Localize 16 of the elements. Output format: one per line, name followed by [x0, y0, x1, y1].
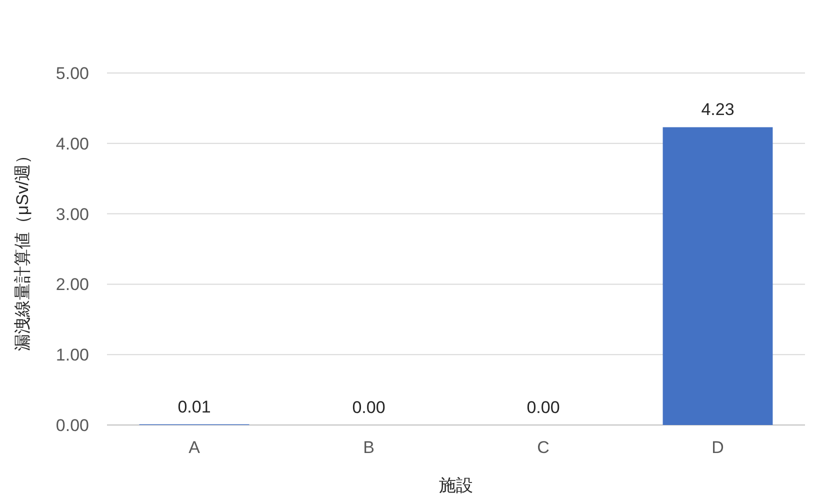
x-tick-label: A — [188, 438, 201, 457]
x-tick-label: B — [363, 438, 374, 457]
y-tick-label: 5.00 — [56, 64, 89, 83]
x-tick-label: D — [712, 438, 724, 457]
data-label: 0.01 — [178, 397, 211, 416]
x-tick-label: C — [537, 438, 550, 457]
y-tick-label: 3.00 — [56, 204, 89, 224]
data-label: 0.00 — [526, 398, 560, 417]
data-label: 0.00 — [352, 398, 386, 417]
data-label: 4.23 — [701, 100, 734, 120]
x-axis-title: 施設 — [439, 476, 473, 495]
y-tick-label: 4.00 — [56, 134, 89, 154]
y-tick-label: 1.00 — [56, 346, 89, 365]
y-tick-label: 2.00 — [56, 275, 89, 294]
y-tick-label: 0.00 — [56, 416, 89, 435]
y-axis-title: 漏洩線量計算値（μSv/週） — [13, 146, 32, 352]
